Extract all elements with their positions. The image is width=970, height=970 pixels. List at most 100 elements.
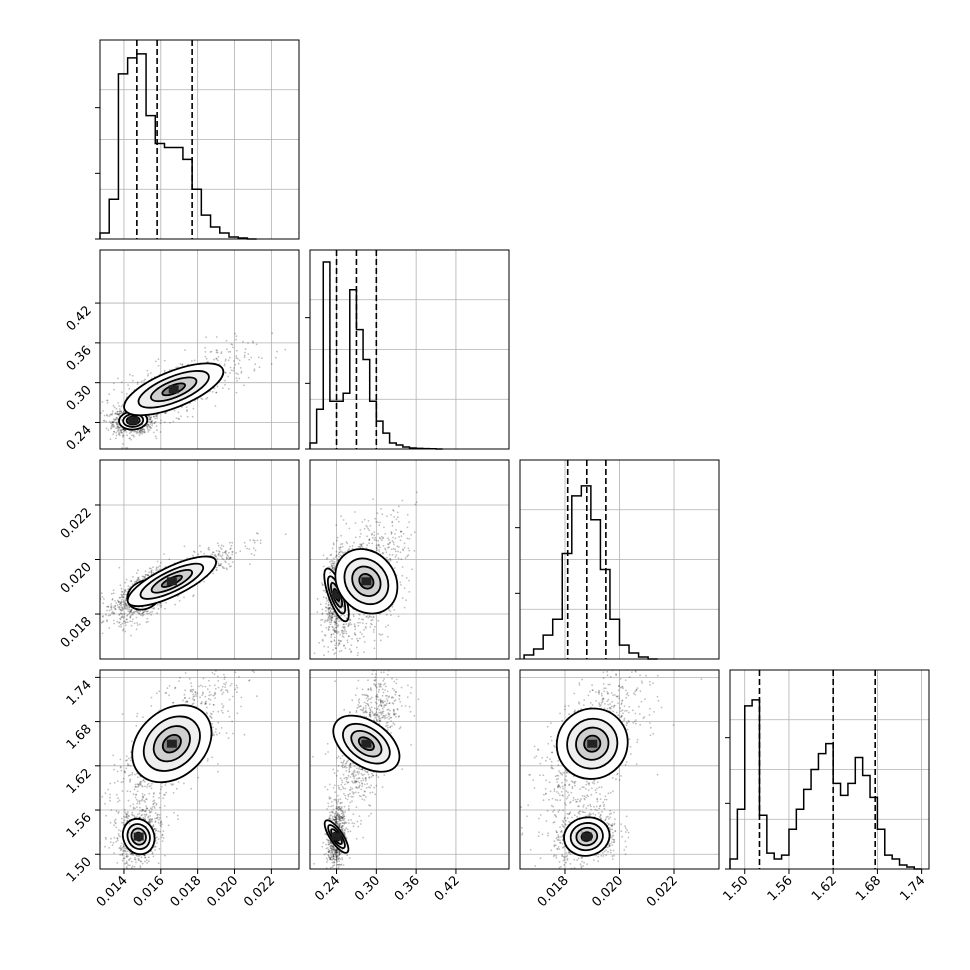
scatter-point — [125, 578, 128, 581]
scatter-point — [217, 564, 220, 567]
scatter-point — [70, 622, 72, 624]
scatter-point — [349, 621, 351, 624]
scatter-point — [109, 438, 112, 440]
scatter-point — [121, 447, 124, 449]
scatter-point — [332, 633, 335, 635]
scatter-point — [117, 377, 119, 380]
scatter-point — [330, 612, 333, 615]
scatter-point — [408, 591, 411, 593]
scatter-point — [415, 501, 418, 503]
scatter-point — [116, 620, 119, 623]
scatter-point — [156, 836, 158, 839]
scatter-point — [379, 546, 381, 549]
scatter-point — [119, 606, 121, 609]
scatter-point — [331, 608, 334, 610]
scatter-point — [115, 413, 118, 415]
scatter-point — [126, 593, 128, 596]
scatter-point — [151, 419, 154, 422]
scatter-point — [330, 612, 333, 614]
scatter-point — [406, 526, 409, 529]
scatter-point — [144, 818, 146, 821]
scatter-point — [331, 564, 333, 567]
scatter-point — [259, 542, 262, 544]
scatter-point — [359, 631, 362, 634]
scatter-point — [230, 565, 232, 568]
scatter-point — [137, 569, 139, 572]
scatter-point — [218, 551, 221, 553]
scatter-point — [118, 429, 120, 432]
scatter-point — [363, 613, 365, 616]
scatter-point — [336, 539, 338, 542]
scatter-point — [378, 550, 381, 553]
scatter-point — [372, 616, 375, 619]
scatter-point — [329, 623, 332, 626]
scatter-point — [323, 634, 326, 636]
scatter-point — [112, 421, 115, 424]
scatter-point — [379, 639, 382, 642]
scatter-point — [401, 566, 404, 568]
scatter-point — [130, 610, 132, 613]
scatter-point — [276, 350, 278, 353]
scatter-point — [128, 608, 130, 610]
scatter-point — [333, 561, 336, 563]
scatter-point — [159, 604, 162, 607]
scatter-point — [363, 651, 365, 653]
scatter-point — [313, 652, 316, 655]
scatter-point — [140, 614, 142, 616]
scatter-point — [413, 531, 416, 534]
scatter-point — [117, 599, 119, 602]
scatter-point — [137, 577, 140, 580]
scatter-point — [381, 633, 384, 636]
scatter-point — [354, 536, 357, 539]
scatter-point — [139, 816, 141, 819]
scatter-point — [334, 647, 337, 649]
scatter-point — [214, 555, 217, 558]
scatter-point — [235, 349, 238, 352]
scatter-point — [129, 620, 132, 623]
scatter-point — [178, 600, 181, 602]
scatter-point — [121, 595, 124, 598]
scatter-point — [340, 604, 343, 607]
scatter-point — [123, 615, 126, 618]
scatter-point — [144, 574, 147, 576]
scatter-point — [155, 415, 158, 418]
scatter-point — [159, 602, 162, 605]
scatter-point — [390, 533, 393, 535]
scatter-point — [203, 580, 205, 583]
scatter-point — [153, 431, 155, 434]
scatter-point — [224, 551, 227, 553]
scatter-point — [105, 613, 107, 616]
scatter-point — [97, 401, 99, 403]
scatter-point — [110, 608, 113, 611]
scatter-point — [332, 543, 335, 546]
scatter-point — [254, 363, 257, 366]
scatter-point — [330, 616, 333, 619]
scatter-point — [151, 852, 154, 855]
scatter-point — [219, 554, 222, 557]
scatter-point — [127, 610, 130, 613]
scatter-point — [252, 547, 255, 550]
scatter-point — [142, 611, 145, 614]
scatter-point — [330, 618, 332, 621]
scatter-point — [112, 418, 115, 421]
scatter-point — [372, 628, 375, 631]
scatter-point — [334, 652, 337, 654]
scatter-point — [127, 384, 129, 386]
scatter-point — [162, 837, 165, 839]
scatter-point — [359, 543, 361, 546]
scatter-point — [159, 431, 162, 433]
scatter-point — [259, 539, 262, 542]
scatter-point — [132, 379, 134, 382]
scatter-point — [340, 607, 343, 609]
scatter-point — [226, 557, 229, 560]
scatter-point — [150, 416, 152, 418]
scatter-point — [345, 623, 348, 625]
scatter-point — [124, 624, 127, 627]
scatter-point — [330, 607, 333, 610]
scatter-point — [395, 529, 397, 531]
scatter-point — [122, 628, 125, 631]
scatter-point — [141, 575, 144, 578]
scatter-point — [346, 617, 348, 620]
scatter-point — [192, 595, 194, 598]
scatter-point — [239, 367, 242, 369]
